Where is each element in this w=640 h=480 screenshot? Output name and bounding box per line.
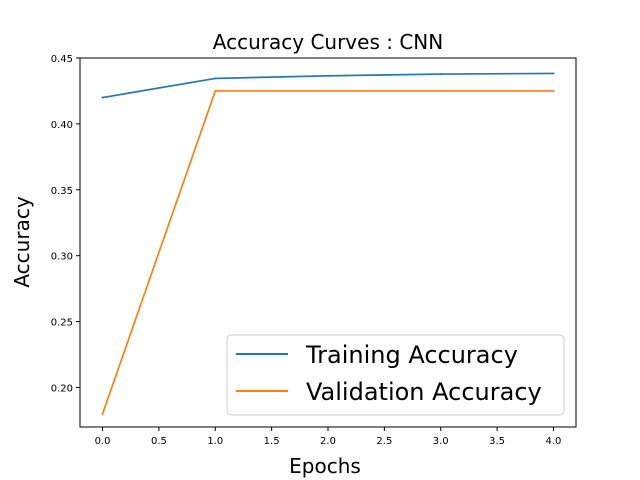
x-tick-label: 2.0 bbox=[320, 436, 336, 447]
data-point bbox=[552, 90, 555, 92]
data-point bbox=[327, 74, 329, 77]
data-point bbox=[101, 96, 104, 99]
data-point bbox=[214, 90, 217, 92]
data-point bbox=[327, 90, 329, 92]
legend-label-validation: Validation Accuracy bbox=[306, 378, 542, 406]
x-axis-label: Epochs bbox=[289, 454, 361, 478]
legend-label-training: Training Accuracy bbox=[305, 341, 518, 369]
y-tick-label: 0.40 bbox=[51, 120, 73, 131]
y-tick-label: 0.20 bbox=[51, 383, 73, 394]
y-tick-label: 0.30 bbox=[51, 252, 73, 263]
legend: Training Accuracy Validation Accuracy bbox=[226, 334, 565, 416]
x-axis: 0.0 0.5 1.0 1.5 2.0 2.5 3.0 3.5 4.0 bbox=[95, 427, 562, 447]
x-tick-label: 3.5 bbox=[489, 436, 505, 447]
y-axis: 0.20 0.25 0.30 0.35 0.40 0.45 bbox=[51, 54, 80, 394]
x-tick-label: 2.5 bbox=[376, 436, 392, 447]
chart-title: Accuracy Curves : CNN bbox=[213, 30, 443, 54]
data-point bbox=[214, 77, 217, 80]
data-point bbox=[552, 72, 555, 75]
data-point bbox=[101, 412, 104, 415]
data-point bbox=[439, 90, 442, 92]
plot-area bbox=[101, 72, 555, 415]
x-tick-label: 1.0 bbox=[207, 436, 223, 447]
x-tick-label: 4.0 bbox=[546, 436, 562, 447]
y-tick-label: 0.45 bbox=[51, 54, 73, 65]
x-tick-label: 0.0 bbox=[95, 436, 111, 447]
y-tick-label: 0.35 bbox=[51, 186, 73, 197]
x-tick-label: 3.0 bbox=[433, 436, 449, 447]
x-tick-label: 0.5 bbox=[151, 436, 167, 447]
y-tick-label: 0.25 bbox=[51, 318, 73, 329]
y-axis-label: Accuracy bbox=[10, 196, 34, 287]
x-tick-label: 1.5 bbox=[264, 436, 280, 447]
legend-box bbox=[226, 334, 565, 416]
data-point bbox=[439, 73, 442, 75]
